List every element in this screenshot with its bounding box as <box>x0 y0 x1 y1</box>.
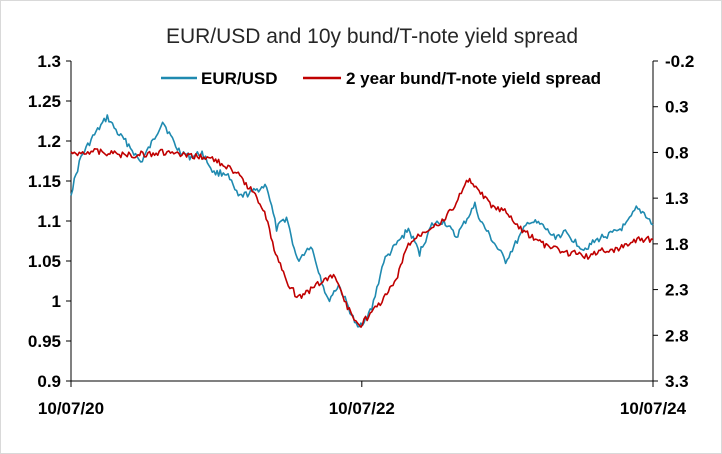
left-y-ticks: 1.3 1.25 1.2 1.15 1.1 1.05 1 0.95 0.9 <box>28 52 71 391</box>
right-y-tick-label: 3.3 <box>665 372 689 391</box>
right-y-tick-label: 2.3 <box>665 281 689 300</box>
x-ticks: 10/07/20 10/07/22 10/07/24 <box>38 381 687 418</box>
x-tick-label: 10/07/24 <box>620 399 687 418</box>
series-layer <box>70 114 654 328</box>
left-y-tick-label: 1.25 <box>28 92 61 111</box>
right-y-tick-label: 1.3 <box>665 189 689 208</box>
series-line-yield-spread <box>70 148 654 328</box>
legend-label-yield-spread: 2 year bund/T-note yield spread <box>346 69 601 88</box>
right-y-tick-label: 2.8 <box>665 326 689 345</box>
chart-title: EUR/USD and 10y bund/T-note yield spread <box>166 25 578 48</box>
axes <box>70 61 654 382</box>
left-y-tick-label: 1.15 <box>28 172 61 191</box>
left-y-tick-label: 0.9 <box>37 372 61 391</box>
legend: EUR/USD 2 year bund/T-note yield spread <box>161 69 601 88</box>
right-y-tick-label: 1.8 <box>665 235 689 254</box>
right-y-tick-label: 0.3 <box>665 98 689 117</box>
x-tick-label: 10/07/20 <box>38 399 104 418</box>
series-line-eur-usd <box>70 114 654 328</box>
right-y-ticks: -0.2 0.3 0.8 1.3 1.8 2.3 2.8 3.3 <box>653 52 694 391</box>
left-y-tick-label: 1.1 <box>37 212 61 231</box>
left-y-tick-label: 1 <box>52 292 61 311</box>
legend-label-eur-usd: EUR/USD <box>201 69 278 88</box>
left-y-tick-label: 0.95 <box>28 332 61 351</box>
x-tick-label: 10/07/22 <box>329 399 395 418</box>
left-y-tick-label: 1.2 <box>37 132 61 151</box>
left-y-tick-label: 1.3 <box>37 52 61 71</box>
right-y-tick-label: 0.8 <box>665 143 689 162</box>
left-y-tick-label: 1.05 <box>28 252 61 271</box>
right-y-tick-label: -0.2 <box>665 52 694 71</box>
